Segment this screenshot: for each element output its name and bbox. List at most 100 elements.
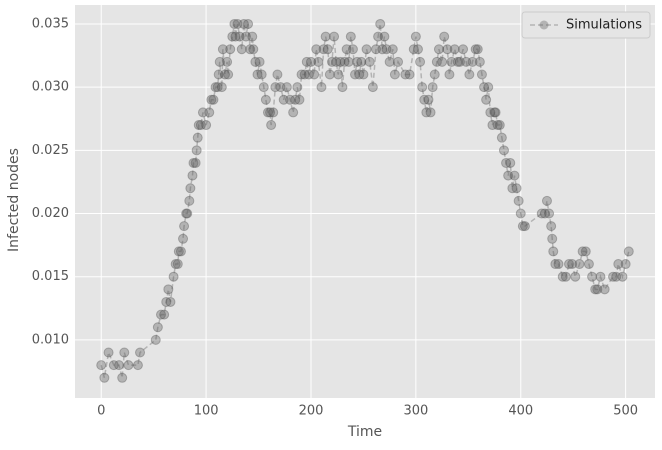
data-point	[243, 18, 254, 29]
data-point	[485, 107, 496, 118]
data-point	[227, 31, 238, 42]
data-point	[339, 56, 350, 67]
data-point	[275, 82, 286, 93]
data-point	[429, 69, 440, 80]
legend-label: Simulations	[566, 18, 642, 33]
data-point	[230, 31, 241, 42]
data-point	[223, 69, 234, 80]
data-point	[333, 69, 344, 80]
data-point	[331, 56, 342, 67]
data-point	[152, 322, 163, 333]
data-point	[247, 31, 258, 42]
data-point	[305, 56, 316, 67]
data-point	[170, 259, 181, 270]
data-point	[367, 82, 378, 93]
data-point	[384, 56, 395, 67]
data-point	[217, 44, 228, 55]
data-point	[195, 120, 206, 131]
data-point	[489, 107, 500, 118]
data-point	[181, 208, 192, 219]
data-point	[179, 221, 190, 232]
legend-marker	[539, 20, 549, 30]
data-point	[350, 69, 361, 80]
data-point	[188, 157, 199, 168]
data-point	[175, 246, 186, 257]
x-tick-label: 0	[97, 404, 105, 419]
data-point	[519, 221, 530, 232]
data-point	[487, 120, 498, 131]
data-point	[400, 69, 411, 80]
data-point	[197, 107, 208, 118]
data-point	[161, 296, 172, 307]
data-point	[517, 221, 528, 232]
data-point	[285, 94, 296, 105]
data-point	[103, 347, 114, 358]
data-point	[294, 94, 305, 105]
data-point	[494, 120, 505, 131]
data-point	[567, 259, 578, 270]
data-point	[617, 271, 628, 282]
data-point	[281, 82, 292, 93]
data-point	[498, 145, 509, 156]
data-point	[590, 284, 601, 295]
plot-area	[75, 5, 655, 398]
data-point	[123, 360, 134, 371]
data-point	[193, 120, 204, 131]
data-point	[358, 69, 369, 80]
data-point	[191, 145, 202, 156]
data-point	[544, 208, 555, 219]
data-point	[250, 56, 261, 67]
data-point	[324, 69, 335, 80]
data-point	[583, 259, 594, 270]
data-point	[165, 296, 176, 307]
data-point	[354, 69, 365, 80]
data-point	[201, 120, 212, 131]
y-tick-label: 0.030	[32, 80, 69, 95]
data-point	[206, 94, 217, 105]
data-point	[425, 107, 436, 118]
data-point	[496, 132, 507, 143]
data-point	[156, 309, 167, 320]
data-point	[266, 120, 277, 131]
data-point	[236, 44, 247, 55]
data-point	[311, 44, 322, 55]
data-point	[309, 69, 320, 80]
data-point	[408, 44, 419, 55]
data-point	[461, 56, 472, 67]
data-point	[608, 271, 619, 282]
data-point	[204, 107, 215, 118]
y-tick-label: 0.015	[32, 269, 69, 284]
data-point	[245, 44, 256, 55]
data-point	[173, 246, 184, 257]
data-point	[472, 44, 483, 55]
x-tick-label: 500	[613, 404, 638, 419]
data-point	[439, 31, 450, 42]
data-point	[423, 94, 434, 105]
data-point	[505, 157, 516, 168]
data-point	[292, 82, 303, 93]
data-point	[258, 82, 269, 93]
data-point	[577, 246, 588, 257]
data-point	[260, 94, 271, 105]
data-point	[375, 18, 386, 29]
data-point	[541, 195, 552, 206]
data-point	[437, 56, 448, 67]
data-point	[553, 259, 564, 270]
data-point	[288, 107, 299, 118]
data-point	[379, 31, 390, 42]
data-point	[356, 56, 367, 67]
data-point	[483, 82, 494, 93]
x-tick-label: 100	[194, 404, 219, 419]
data-point	[599, 284, 610, 295]
data-point	[117, 372, 128, 383]
data-point	[190, 157, 201, 168]
data-point	[320, 31, 331, 42]
data-point	[234, 31, 245, 42]
data-point	[132, 360, 143, 371]
data-point	[474, 56, 485, 67]
data-point	[442, 44, 453, 55]
data-point	[238, 18, 249, 29]
data-point	[513, 195, 524, 206]
data-point	[347, 44, 358, 55]
